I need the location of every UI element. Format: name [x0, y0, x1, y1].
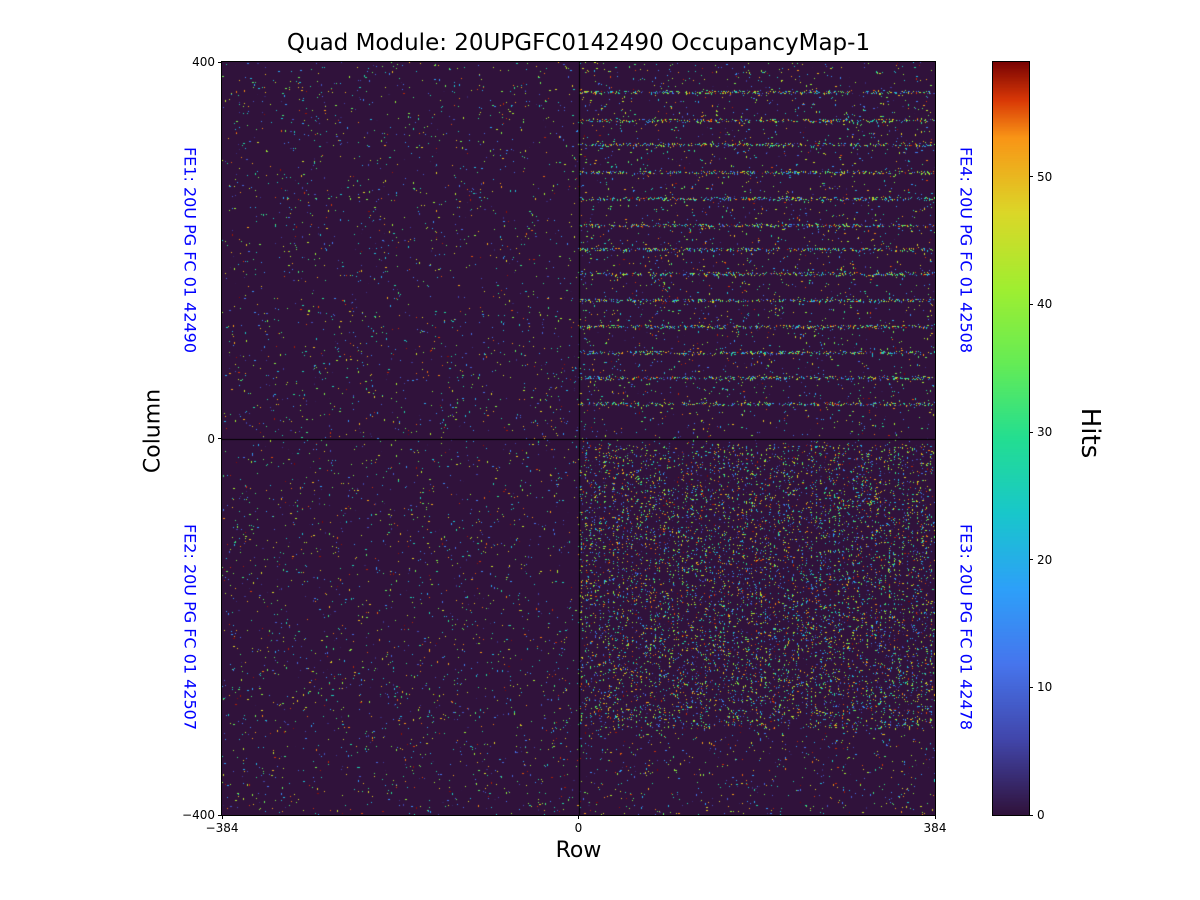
x-tick-label: 0	[574, 821, 583, 835]
colorbar-tick-label: 0	[1037, 808, 1045, 822]
colorbar-tick-mark	[1029, 559, 1033, 561]
y-tick-mark	[218, 438, 222, 439]
y-tick-label: 0	[207, 431, 215, 446]
x-tick-mark	[934, 815, 936, 819]
fe-label-fe4: FE4: 20U PG FC 01 42508	[956, 147, 976, 354]
x-tick-label: −384	[205, 821, 239, 835]
y-axis-label: Column	[140, 388, 166, 474]
plot-area	[221, 61, 936, 816]
fe-label-fe2: FE2: 20U PG FC 01 42507	[180, 523, 200, 730]
x-axis-label: Row	[555, 838, 602, 863]
colorbar-tick-mark	[1029, 431, 1033, 433]
y-tick-label: −400	[182, 808, 215, 822]
fe-label-fe1: FE1: 20U PG FC 01 42490	[180, 147, 200, 354]
x-tick-label: 384	[923, 821, 947, 835]
colorbar	[992, 61, 1030, 816]
colorbar-tick-label: 10	[1037, 680, 1053, 695]
colorbar-tick-mark	[1029, 814, 1033, 816]
colorbar-tick-label: 50	[1037, 169, 1053, 184]
x-tick-mark	[578, 815, 579, 819]
y-tick-mark	[218, 61, 222, 63]
y-tick-label: 400	[192, 55, 215, 69]
colorbar-tick-mark	[1029, 686, 1033, 688]
x-tick-mark	[221, 815, 223, 819]
occupancy-heatmap-canvas	[222, 62, 935, 815]
colorbar-tick-label: 20	[1037, 552, 1053, 567]
chart-title: Quad Module: 20UPGFC0142490 OccupancyMap…	[286, 30, 871, 56]
colorbar-gradient-canvas	[993, 62, 1029, 815]
colorbar-tick-label: 30	[1037, 425, 1053, 440]
colorbar-label: Hits	[1075, 407, 1105, 459]
y-tick-mark	[218, 814, 222, 816]
colorbar-tick-mark	[1029, 176, 1033, 178]
fe-label-fe3: FE3: 20U PG FC 01 42478	[956, 523, 976, 730]
colorbar-tick-label: 40	[1037, 297, 1053, 312]
colorbar-tick-mark	[1029, 303, 1033, 305]
